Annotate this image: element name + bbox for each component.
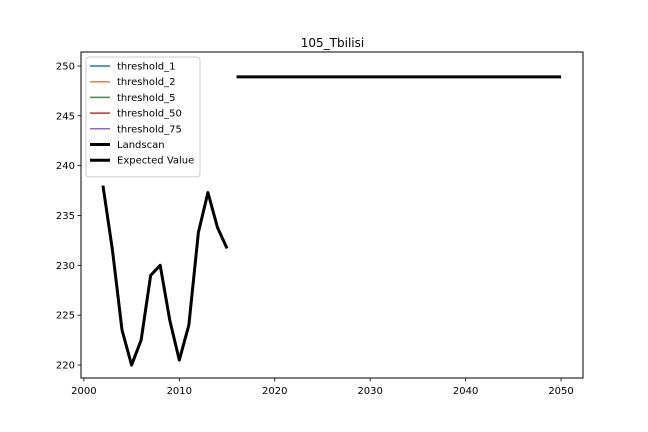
y-tick-label-5: 245: [56, 111, 75, 122]
legend-label-5: Landscan: [117, 140, 165, 151]
legend-label-2: threshold_5: [117, 93, 175, 104]
legend-label-0: threshold_1: [117, 62, 175, 73]
x-tick-label-0: 2000: [71, 386, 96, 397]
x-tick-label-3: 2030: [357, 386, 382, 397]
legend-label-4: threshold_75: [117, 124, 182, 135]
legend-box: [85, 56, 201, 178]
x-tick-label-4: 2040: [453, 386, 478, 397]
y-tick-label-0: 220: [56, 361, 75, 372]
series-layer: [101, 75, 562, 367]
x-tick-label-1: 2010: [167, 386, 192, 397]
x-tick-label-2: 2020: [262, 386, 287, 397]
legend-label-6: Expected Value: [117, 156, 194, 167]
y-axis: 220 225 230 235 240 245 250: [56, 61, 81, 372]
y-tick-label-1: 225: [56, 311, 75, 322]
y-tick-label-6: 250: [56, 61, 75, 72]
y-tick-label-4: 240: [56, 161, 75, 172]
legend: threshold_1 threshold_2 threshold_5thresho…: [85, 56, 201, 178]
legend-label-1: threshold_2: [117, 77, 175, 88]
plot-frame: [80, 51, 584, 379]
series-line-5: [101, 185, 229, 367]
x-tick-label-5: 2050: [548, 386, 573, 397]
y-tick-label-3: 235: [56, 211, 75, 222]
legend-label-3: threshold_50: [117, 109, 182, 120]
chart-title: 105_Tbilisi: [301, 36, 364, 50]
x-axis: 2000 2010 2020 2030 2040 2050: [71, 378, 574, 397]
y-tick-label-2: 230: [56, 261, 75, 272]
